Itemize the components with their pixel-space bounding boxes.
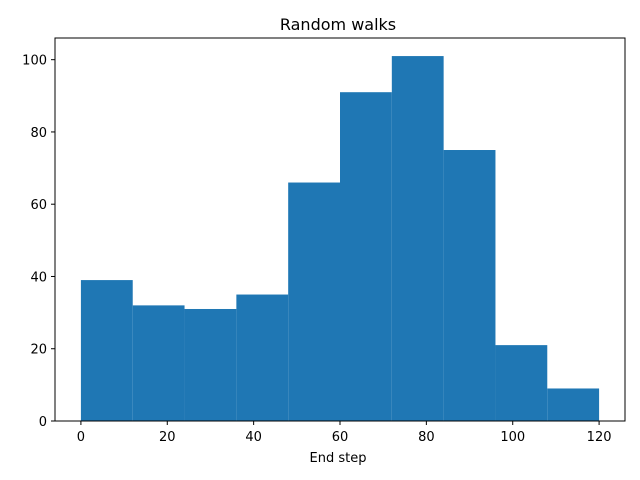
histogram-bar	[547, 388, 600, 421]
x-tick-label: 80	[418, 430, 435, 445]
histogram-bar	[184, 308, 237, 421]
x-tick-label: 20	[159, 430, 176, 445]
histogram-bar	[340, 92, 392, 421]
x-tick-label: 100	[500, 430, 525, 445]
y-tick-label: 0	[39, 415, 47, 430]
histogram-bar	[443, 150, 496, 421]
y-tick-label: 40	[30, 270, 47, 285]
y-tick-label: 100	[22, 54, 47, 69]
plot-frame	[54, 37, 626, 422]
x-axis-ticks: 0 20 40 60 80 100 120	[77, 421, 612, 445]
y-axis-ticks: 0 20 40 60 80 100	[22, 54, 55, 430]
histogram-bar	[391, 56, 444, 421]
histogram-bar	[80, 280, 133, 421]
x-tick-label: 120	[587, 430, 612, 445]
x-tick-label: 60	[332, 430, 349, 445]
histogram-bar	[236, 294, 289, 421]
x-tick-label: 0	[77, 430, 85, 445]
y-tick-label: 80	[30, 126, 47, 141]
x-tick-label: 40	[245, 430, 262, 445]
y-tick-label: 20	[30, 343, 47, 358]
histogram-bar	[495, 345, 548, 421]
histogram-bar	[132, 305, 185, 421]
bars-group	[80, 56, 600, 421]
chart-title: Random walks	[280, 15, 396, 34]
histogram-bar	[288, 182, 340, 421]
x-axis-label: End step	[310, 451, 367, 466]
y-tick-label: 60	[30, 198, 47, 213]
